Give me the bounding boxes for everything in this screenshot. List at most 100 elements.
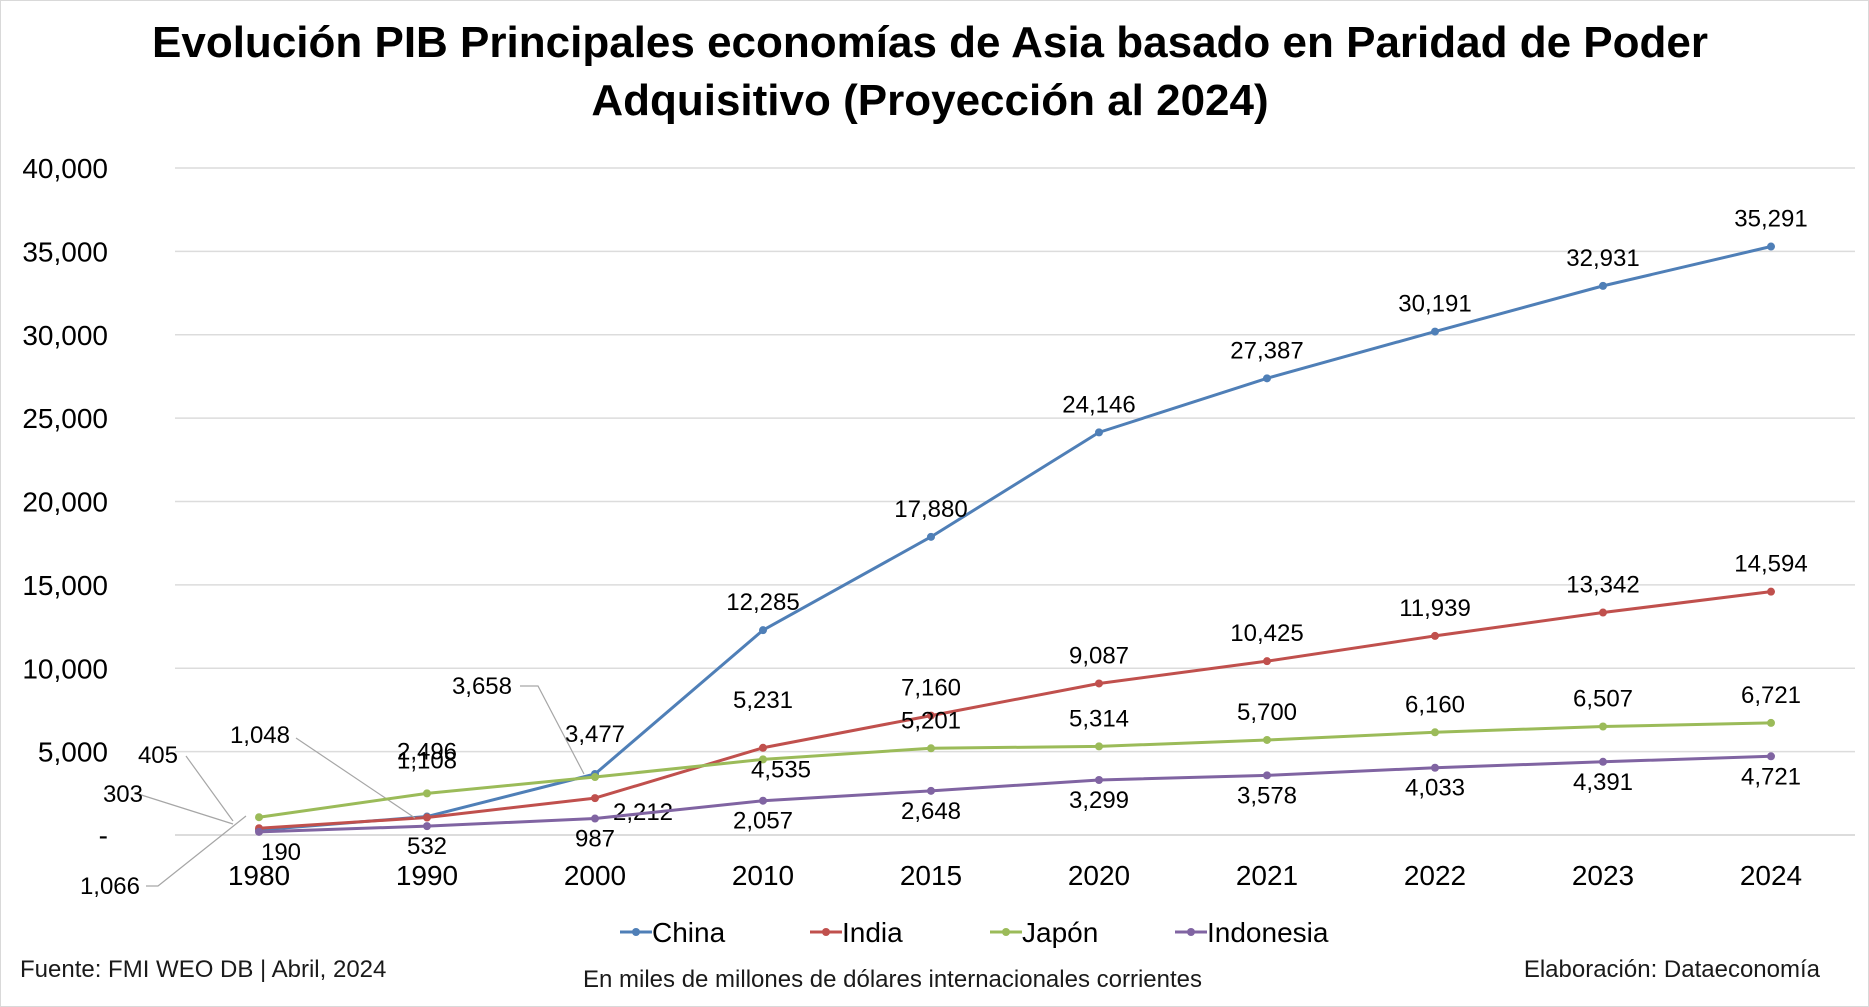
credit-note: Elaboración: Dataeconomía	[1523, 956, 1820, 983]
leader-line	[520, 685, 585, 775]
y-tick-label: 5,000	[38, 737, 108, 768]
legend-marker	[1187, 928, 1195, 936]
data-label: 32,931	[1566, 245, 1639, 272]
data-label: 10,425	[1230, 620, 1303, 647]
data-label: 2,057	[733, 808, 793, 835]
data-point	[1095, 428, 1103, 437]
data-point	[1767, 242, 1775, 251]
series-line-indonesia	[258, 754, 1772, 834]
data-point	[1767, 587, 1775, 596]
data-label: 1,108	[397, 748, 457, 775]
data-label: 5,314	[1069, 705, 1129, 732]
data-point	[1599, 608, 1607, 617]
series-line-china	[258, 245, 1772, 832]
legend-label: Japón	[1022, 917, 1098, 948]
leader-line	[295, 737, 416, 819]
data-label: 3,658	[452, 673, 512, 700]
y-tick-label: 25,000	[22, 403, 108, 434]
legend-label: Indonesia	[1207, 917, 1329, 948]
data-point	[1263, 374, 1271, 383]
x-tick-label: 2010	[732, 860, 794, 891]
data-point	[759, 743, 767, 752]
data-point	[591, 794, 599, 803]
data-label: 3,477	[565, 721, 625, 748]
data-label: 6,721	[1741, 682, 1801, 709]
data-label: 4,033	[1405, 775, 1465, 802]
data-label: 13,342	[1566, 572, 1639, 599]
data-label: 4,535	[751, 756, 811, 783]
data-point	[1599, 757, 1607, 766]
y-tick-label: 30,000	[22, 320, 108, 351]
data-point	[927, 532, 935, 541]
series-line-india	[258, 590, 1772, 830]
data-point	[1263, 735, 1271, 744]
data-point	[1263, 657, 1271, 666]
data-label: 3,299	[1069, 787, 1129, 814]
x-tick-label: 1980	[228, 860, 290, 891]
data-label: 2,496	[397, 738, 457, 765]
data-point	[759, 796, 767, 805]
data-point	[1767, 752, 1775, 761]
data-label: 24,146	[1062, 391, 1135, 418]
legend-label: India	[842, 917, 903, 948]
x-tick-label: 2022	[1404, 860, 1466, 891]
data-point	[1767, 718, 1775, 727]
data-point	[1431, 728, 1439, 737]
data-label: 3,578	[1237, 782, 1297, 809]
data-label: 987	[575, 826, 615, 853]
data-point	[591, 814, 599, 823]
data-label: 303	[103, 781, 143, 808]
data-label: 4,721	[1741, 763, 1801, 790]
data-label: 12,285	[726, 589, 799, 616]
data-label: 35,291	[1734, 206, 1807, 233]
data-label: 405	[138, 742, 178, 769]
data-label: 17,880	[894, 496, 967, 523]
x-tick-label: 2015	[900, 860, 962, 891]
x-tick-label: 2023	[1572, 860, 1634, 891]
data-point	[423, 789, 431, 798]
leader-line	[134, 792, 234, 825]
leader-line	[185, 755, 234, 822]
x-tick-label: 2020	[1068, 860, 1130, 891]
data-label: 27,387	[1230, 337, 1303, 364]
data-label: 2,648	[901, 798, 961, 825]
units-note: En miles de millones de dólares internac…	[583, 966, 1202, 993]
data-point	[759, 755, 767, 764]
data-point	[1599, 722, 1607, 731]
data-label: 4,391	[1573, 769, 1633, 796]
data-label: 532	[407, 833, 447, 860]
data-label: 190	[261, 839, 301, 866]
chart-title: Evolución PIB Principales economías de A…	[152, 18, 1708, 125]
data-point	[255, 827, 263, 836]
y-tick-label: 15,000	[22, 570, 108, 601]
data-label: 1,066	[80, 873, 140, 900]
data-label: 1,048	[230, 722, 290, 749]
data-point	[1263, 771, 1271, 780]
y-tick-label: 10,000	[22, 653, 108, 684]
data-label: 9,087	[1069, 642, 1129, 669]
data-point	[1599, 281, 1607, 290]
y-tick-label: 20,000	[22, 487, 108, 518]
data-point	[591, 773, 599, 782]
data-label: 30,191	[1398, 291, 1471, 318]
y-tick-label: 40,000	[22, 153, 108, 184]
data-label: 11,939	[1399, 595, 1471, 622]
source-note: Fuente: FMI WEO DB | Abril, 2024	[20, 956, 387, 983]
data-point	[423, 813, 431, 822]
legend-marker	[632, 928, 640, 936]
legend-label: China	[652, 917, 726, 948]
data-point	[1095, 742, 1103, 751]
legend-marker	[1002, 928, 1010, 936]
x-tick-label: 2024	[1740, 860, 1802, 891]
data-label: 5,231	[733, 687, 793, 714]
data-point	[1095, 679, 1103, 688]
data-point	[1431, 631, 1439, 640]
data-point	[1095, 775, 1103, 784]
data-label: 14,594	[1734, 551, 1807, 578]
y-tick-label: -	[99, 820, 108, 851]
data-point	[1431, 327, 1439, 336]
legend-marker	[822, 928, 830, 936]
leader-line	[146, 815, 247, 887]
data-label: 6,160	[1405, 691, 1465, 718]
